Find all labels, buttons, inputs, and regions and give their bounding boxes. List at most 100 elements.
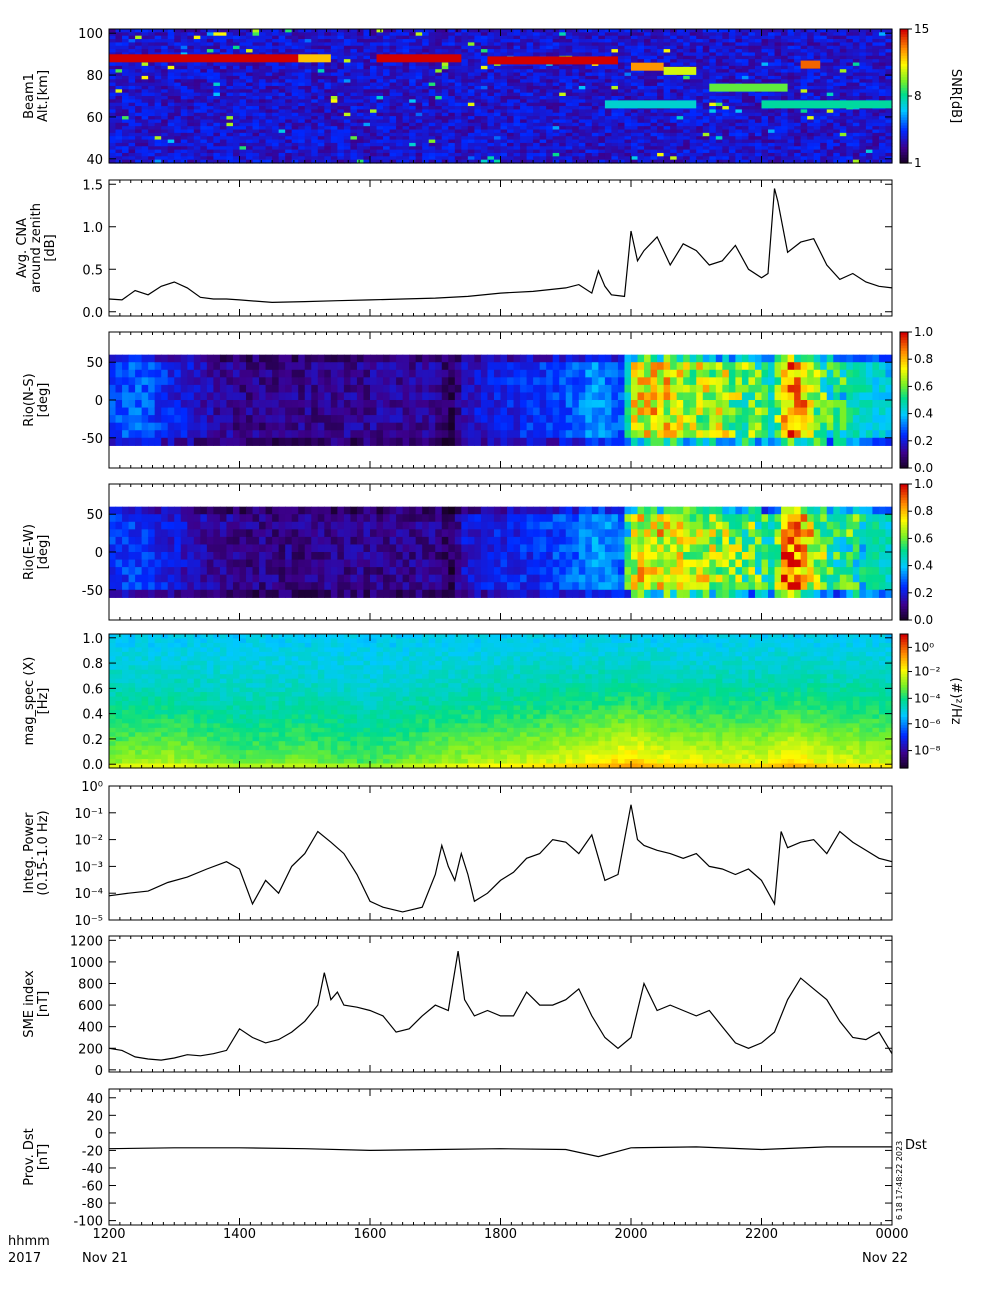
heatmap-cell <box>343 136 352 141</box>
heatmap-cell <box>461 132 469 137</box>
heatmap-cell <box>232 96 241 100</box>
heatmap-cell <box>232 116 241 121</box>
heatmap-cell <box>135 65 143 70</box>
heatmap-cell <box>728 139 736 144</box>
heatmap-cell <box>174 39 182 43</box>
heatmap-cell <box>206 49 214 54</box>
heatmap-cell <box>689 132 697 137</box>
heatmap-cell <box>781 96 789 100</box>
heatmap-cell <box>885 82 893 87</box>
heatmap-cell <box>441 112 449 117</box>
heatmap-cell <box>343 52 352 57</box>
heatmap-cell <box>846 39 854 43</box>
heatmap-cell <box>304 106 312 110</box>
heatmap-cell <box>820 146 828 151</box>
heatmap-cell <box>565 85 573 90</box>
heatmap-cell <box>663 149 671 154</box>
heatmap-cell <box>741 106 750 110</box>
heatmap-cell <box>461 152 469 157</box>
heatmap-cell <box>422 96 430 100</box>
heatmap-cell <box>768 156 776 161</box>
heatmap-cell <box>370 122 378 127</box>
heatmap-cell <box>852 146 860 151</box>
heatmap-cell <box>187 132 195 137</box>
heatmap-cell <box>174 142 182 147</box>
heatmap-cell <box>174 85 182 90</box>
heatmap-cell <box>852 69 860 74</box>
heatmap-cell <box>722 35 730 40</box>
heatmap-cell <box>200 132 208 137</box>
heatmap-cell <box>722 106 730 110</box>
heatmap-cell <box>122 122 130 127</box>
heatmap-cell <box>748 142 756 147</box>
heatmap-cell <box>507 156 515 161</box>
heatmap-cell <box>304 102 312 107</box>
heatmap-cell <box>624 72 632 77</box>
heatmap-cell <box>356 139 365 144</box>
heatmap-cell <box>206 149 214 154</box>
heatmap-cell <box>167 79 175 84</box>
heatmap-cell <box>722 146 730 151</box>
heatmap-cell <box>617 65 626 70</box>
heatmap-cell <box>206 45 214 50</box>
heatmap-cell <box>800 126 808 131</box>
heatmap-cell <box>422 82 430 87</box>
heatmap-cell <box>226 129 234 134</box>
heatmap-cell <box>174 129 182 134</box>
heatmap-cell <box>135 126 143 131</box>
heatmap-cell <box>865 39 874 43</box>
heatmap-cell <box>768 52 776 57</box>
heatmap-cell <box>885 62 893 67</box>
heatmap-cell <box>343 39 352 43</box>
heatmap-cell <box>278 126 286 131</box>
heatmap-cell <box>813 55 821 60</box>
heatmap-cell <box>611 139 619 144</box>
heatmap-cell <box>441 29 449 33</box>
heatmap-cell <box>291 102 299 107</box>
heatmap-cell <box>768 142 776 147</box>
heatmap-cell <box>135 69 143 74</box>
heatmap-cell <box>174 32 182 37</box>
heatmap-cell <box>148 45 156 50</box>
heatmap-cell <box>337 82 345 87</box>
heatmap-cell <box>148 79 156 84</box>
heatmap-cell <box>298 126 306 131</box>
heatmap-cell <box>585 85 593 90</box>
heatmap-cell <box>311 72 319 77</box>
heatmap-cell <box>604 96 613 100</box>
heatmap-cell <box>422 139 430 144</box>
heatmap-cell <box>650 29 658 33</box>
heatmap-cell <box>598 85 606 90</box>
heatmap-cell <box>513 79 521 84</box>
heatmap-cell <box>115 126 123 131</box>
heatmap-cell <box>187 72 195 77</box>
heatmap-cell <box>467 156 475 161</box>
heatmap-cell <box>226 146 234 151</box>
heatmap-cell <box>500 39 508 43</box>
heatmap-cell <box>232 156 241 161</box>
heatmap-cell <box>611 85 619 90</box>
heatmap-cell <box>604 156 613 161</box>
heatmap-cell <box>135 119 143 124</box>
heatmap-cell <box>813 132 821 137</box>
heatmap-cell <box>330 32 338 37</box>
heatmap-cell <box>187 136 195 141</box>
heatmap-cell <box>454 82 462 87</box>
heatmap-cell <box>859 62 867 67</box>
heatmap-cell <box>337 79 345 84</box>
heatmap-cell <box>363 29 371 33</box>
heatmap-cell <box>435 79 443 84</box>
heatmap-cell <box>122 29 130 33</box>
heatmap-cell <box>794 39 802 43</box>
heatmap-cell <box>161 142 169 147</box>
heatmap-cell <box>865 146 874 151</box>
heatmap-cell <box>754 99 763 104</box>
heatmap-cell <box>859 146 867 151</box>
heatmap-cell <box>154 75 162 80</box>
heatmap-cell <box>774 42 782 47</box>
heatmap-cell <box>833 92 841 97</box>
colorbar-swatch <box>900 141 908 145</box>
heatmap-cell <box>839 96 847 100</box>
heatmap-cell <box>709 69 717 74</box>
heatmap-cell <box>663 79 671 84</box>
